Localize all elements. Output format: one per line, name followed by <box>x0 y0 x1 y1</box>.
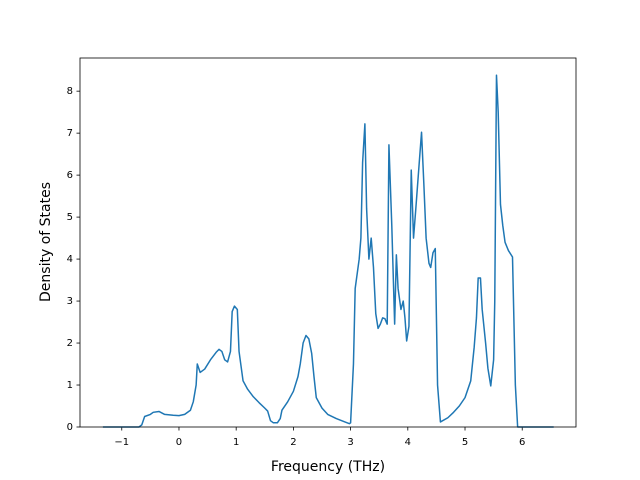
y-tick-label: 8 <box>67 86 73 97</box>
y-tick-label: 2 <box>67 338 73 349</box>
line <box>102 74 554 428</box>
y-tick-label: 0 <box>67 422 73 433</box>
x-tick-label: 6 <box>519 437 525 448</box>
x-tick-label: 2 <box>290 437 296 448</box>
x-tick-label: 5 <box>462 437 468 448</box>
x-tick-label: 3 <box>347 437 353 448</box>
y-tick-label: 5 <box>67 212 73 223</box>
x-tick-label: 0 <box>176 437 182 448</box>
plot-frame <box>79 57 577 428</box>
x-tick-label: 1 <box>233 437 239 448</box>
y-axis-label: Density of States <box>38 182 54 302</box>
y-tick-label: 1 <box>67 380 73 391</box>
x-tick-label: −1 <box>114 437 129 448</box>
x-axis-label: Frequency (THz) <box>271 459 385 475</box>
y-tick-label: 4 <box>67 254 73 265</box>
y-tick-label: 3 <box>67 296 73 307</box>
x-tick-label: 4 <box>405 437 411 448</box>
y-tick-label: 6 <box>67 170 73 181</box>
y-tick-label: 7 <box>67 128 73 139</box>
